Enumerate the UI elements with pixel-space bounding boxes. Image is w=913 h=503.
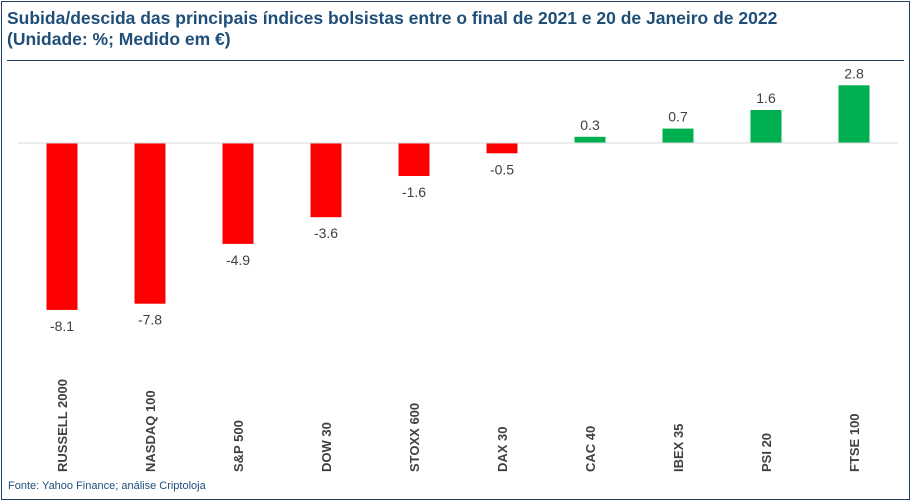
category-label-7: IBEX 35 (671, 424, 686, 472)
category-label-1: NASDAQ 100 (143, 390, 158, 472)
data-label-7: 0.7 (668, 109, 688, 125)
category-label-5: DAX 30 (495, 426, 510, 472)
bar-5 (486, 143, 518, 154)
category-label-6: CAC 40 (583, 426, 598, 472)
data-label-9: 2.8 (844, 65, 864, 81)
category-label-4: STOXX 600 (407, 403, 422, 472)
data-label-0: -8.1 (50, 318, 74, 334)
data-label-1: -7.8 (138, 312, 162, 328)
bar-0 (46, 143, 78, 310)
bar-2 (222, 143, 254, 244)
bar-1 (134, 143, 166, 304)
data-label-8: 1.6 (756, 90, 776, 106)
data-label-2: -4.9 (226, 252, 250, 268)
chart-title: Subida/descida das principais índices bo… (7, 8, 902, 50)
bar-6 (574, 136, 606, 143)
category-label-9: FTSE 100 (847, 413, 862, 472)
title-divider (7, 60, 904, 61)
bar-7 (662, 128, 694, 143)
category-label-8: PSI 20 (759, 433, 774, 472)
category-label-2: S&P 500 (231, 420, 246, 472)
data-label-4: -1.6 (402, 184, 426, 200)
data-label-6: 0.3 (580, 117, 600, 133)
chart-title-line1: Subida/descida das principais índices bo… (7, 8, 778, 28)
category-label-0: RUSSELL 2000 (55, 379, 70, 472)
chart-subtitle: (Unidade: %; Medido em €) (7, 29, 231, 49)
data-label-5: -0.5 (490, 161, 514, 177)
bar-9 (838, 85, 870, 143)
bar-8 (750, 110, 782, 143)
data-label-3: -3.6 (314, 225, 338, 241)
source-note: Fonte: Yahoo Finance; análise Criptoloja (8, 480, 206, 492)
bar-4 (398, 143, 430, 176)
bar-3 (310, 143, 342, 218)
category-label-3: DOW 30 (319, 422, 334, 472)
